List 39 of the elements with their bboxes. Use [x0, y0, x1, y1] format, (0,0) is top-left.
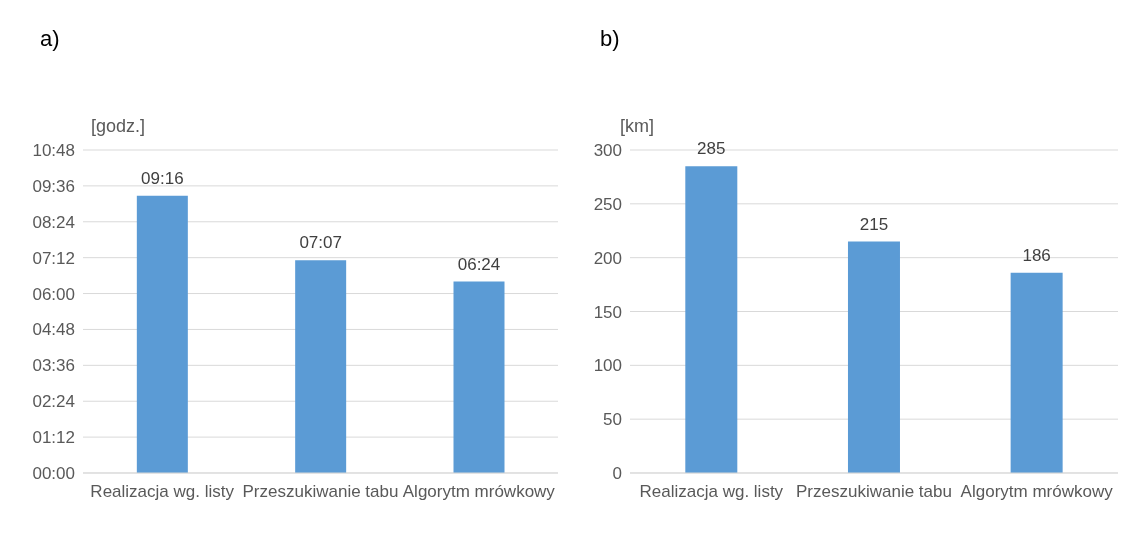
data-label: 06:24	[457, 254, 501, 274]
bar	[685, 166, 738, 473]
y-tick-label: 10:48	[32, 141, 75, 161]
y-tick-label: 100	[593, 356, 622, 376]
y-tick-label: 03:36	[32, 356, 75, 376]
y-tick-label: 300	[593, 141, 622, 161]
bar	[1010, 272, 1063, 473]
y-tick-label: 150	[593, 302, 622, 322]
data-label: 215	[859, 214, 889, 234]
data-label: 285	[697, 139, 726, 159]
y-axis-title: [km]	[620, 116, 654, 137]
chart-title: b)	[600, 26, 620, 52]
y-tick-label: 02:24	[32, 392, 75, 412]
y-tick-label: 08:24	[32, 212, 75, 232]
y-tick-label: 50	[603, 410, 622, 430]
chart-title: a)	[40, 26, 60, 52]
data-label: 186	[1022, 245, 1051, 265]
y-tick-label: 09:36	[32, 176, 75, 196]
x-tick-label: Algorytm mrówkowy	[402, 482, 556, 502]
y-axis-title: [godz.]	[91, 116, 146, 137]
y-tick-label: 01:12	[32, 428, 75, 448]
y-tick-label: 07:12	[32, 248, 75, 268]
bar	[453, 281, 505, 473]
bar	[847, 241, 900, 473]
y-tick-label: 06:00	[32, 284, 75, 304]
data-label: 07:07	[299, 233, 342, 253]
y-tick-label: 250	[593, 194, 622, 214]
y-tick-label: 0	[612, 464, 622, 484]
x-tick-label: Algorytm mrówkowy	[960, 482, 1114, 502]
x-tick-label: Przeszukiwanie tabu	[796, 482, 952, 502]
y-tick-label: 00:00	[32, 464, 75, 484]
data-label: 09:16	[141, 168, 184, 188]
bar	[295, 260, 347, 473]
y-tick-label: 200	[593, 248, 622, 268]
y-tick-label: 04:48	[32, 320, 75, 340]
x-tick-label: Przeszukiwanie tabu	[242, 482, 399, 502]
x-tick-label: Realizacja wg. listy	[90, 482, 235, 502]
x-tick-label: Realizacja wg. listy	[639, 482, 784, 502]
bar	[136, 195, 188, 473]
